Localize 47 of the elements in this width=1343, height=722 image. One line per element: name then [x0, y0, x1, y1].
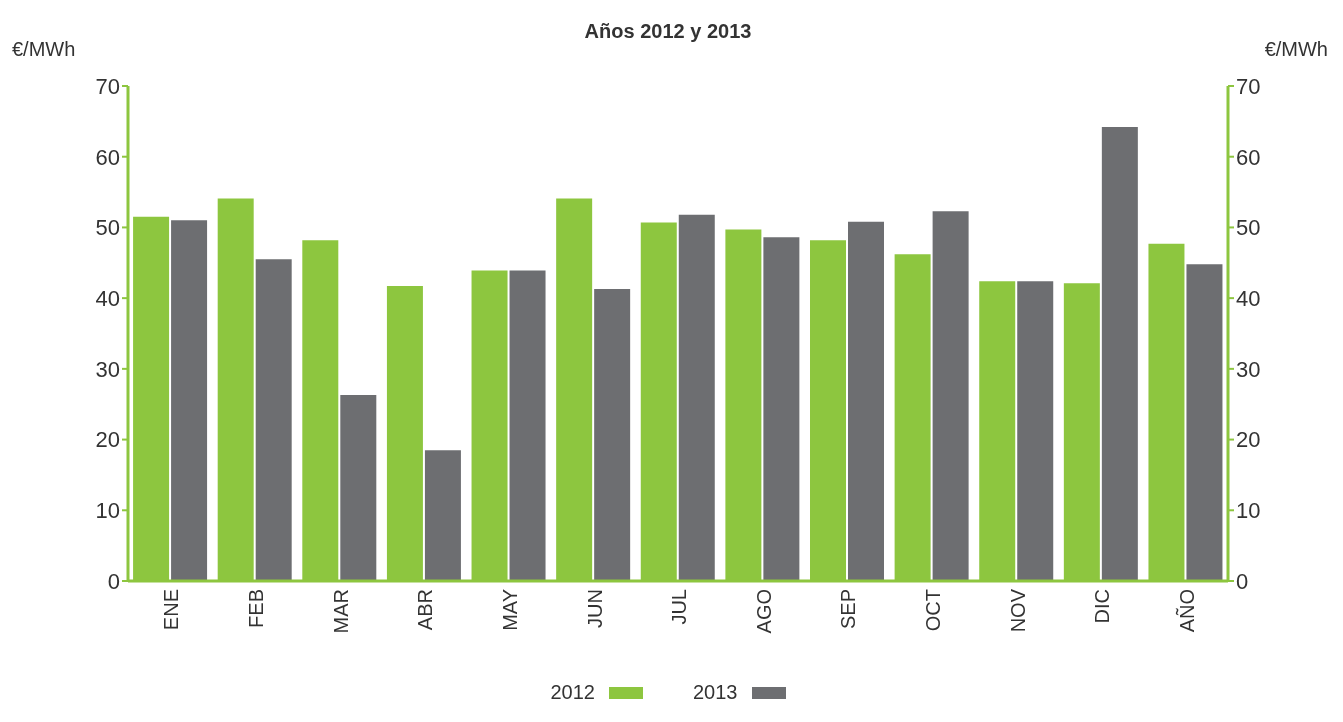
- y2-tick-label: 40: [1236, 285, 1261, 311]
- bar: [1017, 281, 1054, 581]
- x-tick-label: JUN: [583, 589, 606, 628]
- y-tick-label: 10: [95, 498, 120, 524]
- bar: [848, 221, 884, 581]
- y2-tick-label: 0: [1236, 568, 1249, 594]
- y2-tick-label: 10: [1236, 498, 1261, 524]
- bar: [1101, 127, 1138, 581]
- legend-label: 2012: [550, 681, 595, 704]
- y2-tick-label: 50: [1236, 215, 1261, 241]
- bar: [255, 259, 292, 581]
- bar: [932, 211, 969, 581]
- x-tick-label: ABR: [414, 589, 437, 631]
- x-tick-label: ENE: [160, 589, 183, 631]
- x-tick-label: MAR: [329, 589, 352, 634]
- y2-tick-label: 20: [1236, 427, 1261, 453]
- bar: [594, 288, 631, 581]
- bar: [171, 220, 208, 581]
- y-tick-label: 50: [95, 215, 120, 241]
- x-tick-label: JUL: [668, 589, 691, 625]
- x-tick-label: AÑO: [1174, 589, 1198, 633]
- chart-title: Años 2012 y 2013: [584, 20, 752, 42]
- x-tick-label: DIC: [1091, 589, 1114, 624]
- y-tick-label: 70: [95, 73, 120, 99]
- y2-axis-title: €/MWh: [1264, 38, 1328, 61]
- bar: [678, 214, 715, 581]
- y-tick-label: 20: [95, 427, 120, 453]
- bar: [1186, 264, 1223, 581]
- bar: [509, 270, 546, 581]
- bar: [763, 237, 800, 581]
- x-tick-label: SEP: [837, 589, 860, 630]
- y2-tick-label: 30: [1236, 356, 1261, 382]
- y-tick-label: 60: [95, 144, 120, 170]
- bar: [424, 450, 461, 581]
- x-tick-label: MAY: [498, 589, 521, 631]
- y-axis-title: €/MWh: [12, 38, 76, 61]
- bar: [340, 395, 377, 581]
- x-tick-label: FEB: [245, 589, 268, 628]
- y2-tick-label: 70: [1236, 73, 1261, 99]
- y-tick-label: 0: [107, 568, 120, 594]
- y-tick-label: 40: [95, 285, 120, 311]
- legend-label: 2013: [693, 681, 738, 704]
- x-tick-label: OCT: [922, 589, 945, 632]
- x-tick-label: AGO: [752, 589, 775, 634]
- y2-tick-label: 60: [1236, 144, 1261, 170]
- y-tick-label: 30: [95, 356, 120, 382]
- x-tick-label: NOV: [1006, 588, 1029, 633]
